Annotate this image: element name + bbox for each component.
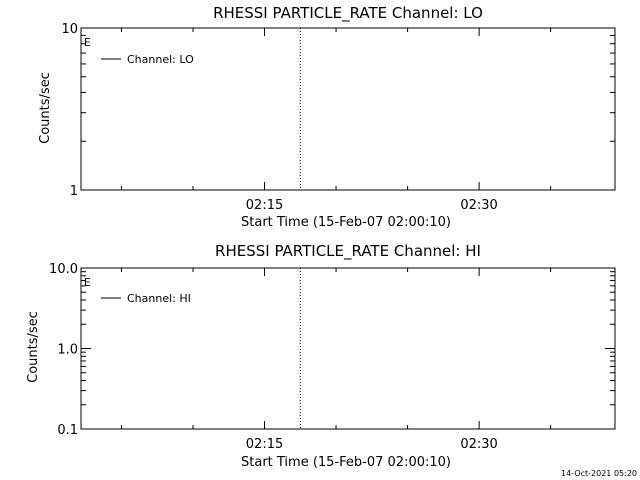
chart-title-hi: RHESSI PARTICLE_RATE Channel: HI bbox=[215, 242, 481, 261]
y-axis-label-lo: Counts/sec bbox=[38, 72, 53, 144]
chart-title-lo: RHESSI PARTICLE_RATE Channel: LO bbox=[213, 4, 483, 23]
y-tick-label: 1 bbox=[70, 184, 78, 199]
y-tick-label: 0.1 bbox=[57, 423, 78, 438]
y-tick-label: 10.0 bbox=[49, 262, 78, 277]
x-tick-label: 02:15 bbox=[246, 437, 283, 452]
x-axis-label-hi: Start Time (15-Feb-07 02:00:10) bbox=[241, 455, 451, 470]
chart-panel-hi: 02:1502:3002:4503:0003:1503:300.11.010.0… bbox=[49, 262, 616, 452]
x-axis-label-lo: Start Time (15-Feb-07 02:00:10) bbox=[241, 215, 451, 230]
plot-frame bbox=[80, 27, 616, 191]
y-axis-label-hi: Counts/sec bbox=[26, 311, 41, 383]
y-tick-label: 10 bbox=[61, 22, 78, 37]
y-tick-label: 1.0 bbox=[57, 343, 78, 358]
legend-label-lo: Channel: LO bbox=[127, 53, 194, 66]
x-tick-label: 02:15 bbox=[246, 198, 283, 213]
x-tick-label: 02:30 bbox=[460, 437, 497, 452]
event-marker-label: E bbox=[84, 276, 91, 289]
x-tick-label: 02:30 bbox=[460, 198, 497, 213]
legend-label-hi: Channel: HI bbox=[127, 292, 191, 305]
event-marker-label: E bbox=[84, 36, 91, 49]
footer-timestamp: 14-Oct-2021 05:20 bbox=[561, 469, 637, 478]
